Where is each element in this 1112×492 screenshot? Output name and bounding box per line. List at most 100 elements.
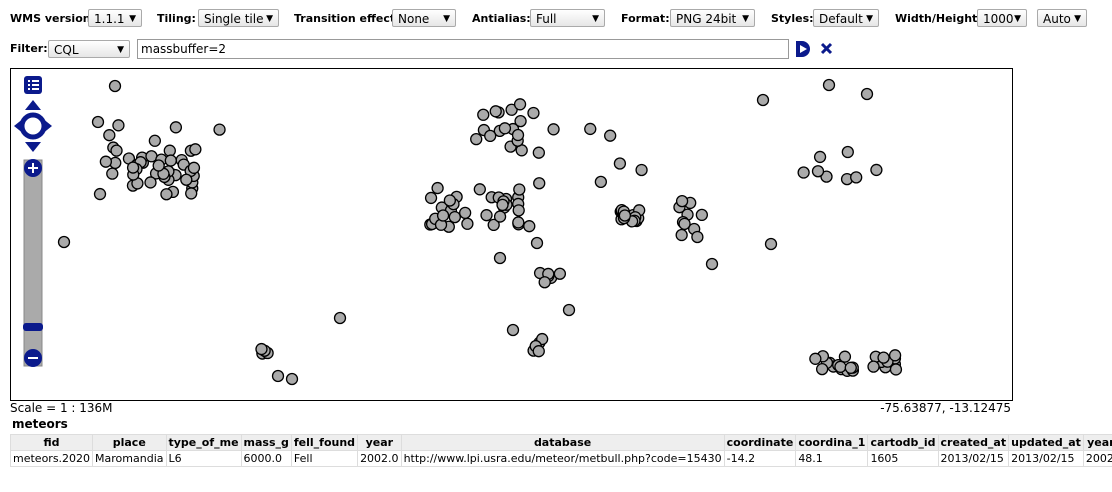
- feature-point: [889, 363, 903, 376]
- feature-point: [547, 123, 560, 136]
- toolbar-select[interactable]: PNG 24bit: [670, 9, 755, 28]
- feature-point: [511, 128, 525, 142]
- feature-point: [888, 349, 902, 362]
- feature-point: [431, 181, 444, 195]
- feature-point: [436, 209, 450, 222]
- table-cell: 2013/02/15: [1008, 450, 1084, 467]
- filter-type-select[interactable]: CQL: [48, 40, 130, 59]
- feature-point: [470, 132, 483, 146]
- column-header: place: [92, 434, 167, 451]
- toolbar-select[interactable]: Full: [530, 9, 605, 28]
- column-header: created_at: [937, 434, 1010, 451]
- column-header: year_date: [1082, 434, 1112, 451]
- feature-point: [493, 210, 507, 223]
- feature-point: [103, 129, 116, 142]
- feature-point: [514, 114, 527, 128]
- feature-point: [152, 159, 165, 172]
- feature-point: [618, 209, 632, 222]
- table-cell: 2002/01/01: [1082, 450, 1112, 467]
- feature-table: fid place type_of_me mass_g fell_found year da…: [9, 434, 1112, 467]
- feature-point: [532, 345, 545, 358]
- header-row: fid place type_of_me mass_g fell_found year da…: [9, 434, 1112, 451]
- feature-point: [477, 108, 490, 121]
- feature-point: [584, 122, 597, 136]
- feature-point: [489, 105, 502, 118]
- feature-point: [169, 121, 183, 134]
- toolbar-label: Transition effect:: [294, 12, 400, 25]
- feature-point: [148, 134, 162, 147]
- column-header: updated_at: [1008, 434, 1084, 451]
- feature-point: [498, 122, 512, 135]
- feature-point: [493, 251, 507, 265]
- toolbar-select[interactable]: Single tile: [198, 9, 279, 28]
- table-cell: meteors.2020: [9, 450, 94, 467]
- toolbar-label: Antialias:: [472, 12, 531, 25]
- feature-point: [512, 216, 525, 229]
- map-controls: [14, 76, 52, 367]
- feature-point: [867, 360, 880, 373]
- table-cell: 2002.0: [357, 450, 402, 467]
- feature-point: [443, 194, 457, 207]
- feature-point: [461, 217, 474, 230]
- feature-point: [613, 157, 627, 170]
- feature-point: [505, 103, 518, 116]
- feature-point: [496, 198, 509, 212]
- column-header: year: [357, 434, 402, 451]
- map-frame: [10, 68, 1013, 401]
- feature-point: [93, 187, 107, 201]
- feature-point: [764, 237, 778, 251]
- toolbar-label: Width/Height:: [895, 12, 982, 25]
- feature-point: [255, 342, 268, 356]
- feature-point: [189, 143, 202, 156]
- feature-point: [106, 167, 119, 180]
- feature-point: [126, 161, 140, 174]
- apply-button[interactable]: [796, 41, 810, 57]
- feature-point: [850, 171, 863, 184]
- column-header: type_of_me: [165, 434, 242, 451]
- feature-point: [424, 191, 438, 205]
- feature-point: [527, 106, 540, 120]
- feature-point: [271, 369, 285, 383]
- feature-point: [458, 206, 472, 220]
- reset-button[interactable]: [820, 42, 833, 55]
- feature-point: [448, 210, 461, 224]
- feature-point: [532, 146, 545, 159]
- column-header: coordinate: [723, 434, 797, 451]
- feature-point: [530, 236, 544, 250]
- feature-point: [180, 173, 193, 186]
- feature-point: [822, 78, 836, 92]
- feature-point: [473, 183, 486, 196]
- table-cell: Maromandia: [92, 450, 167, 467]
- feature-point: [513, 183, 526, 196]
- map[interactable]: [10, 68, 1013, 401]
- feature-point: [160, 188, 173, 201]
- table-row: meteors.2020 Maromandia L6 6000.0 Fell 2002.0…: [9, 450, 1112, 467]
- coordinates: -75.63877, -13.12475: [880, 401, 1011, 415]
- feature-point: [860, 87, 874, 101]
- toolbar-select[interactable]: 1000: [977, 9, 1027, 28]
- feature-point: [675, 194, 689, 208]
- feature-point: [480, 209, 493, 222]
- feature-point: [108, 79, 122, 93]
- toolbar-label: Styles:: [771, 12, 814, 25]
- feature-point: [635, 163, 648, 177]
- feature-point: [164, 154, 177, 167]
- toolbar-select[interactable]: Default: [813, 9, 879, 28]
- filter-input[interactable]: massbuffer=2: [137, 39, 789, 59]
- feature-point: [506, 323, 520, 337]
- feature-point: [91, 115, 105, 129]
- table-cell: Fell: [290, 450, 359, 467]
- feature-point: [144, 176, 157, 189]
- toolbar-label: Tiling:: [157, 12, 196, 25]
- table-cell: 2013/02/15: [937, 450, 1010, 467]
- toolbar-select[interactable]: 1.1.1: [88, 9, 142, 28]
- toolbar-select[interactable]: None: [392, 9, 456, 28]
- feature-point: [487, 218, 500, 232]
- table-cell: 48.1: [795, 450, 869, 467]
- feature-point: [691, 230, 704, 244]
- toolbar-select[interactable]: Auto: [1037, 9, 1087, 28]
- scale: Scale = 1 : 136M: [10, 401, 113, 415]
- feature-point: [756, 93, 770, 107]
- zoom-slider[interactable]: [23, 323, 43, 331]
